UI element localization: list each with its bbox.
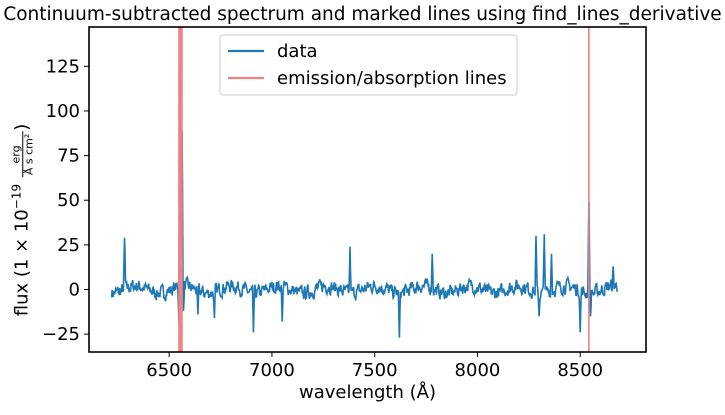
x-tick-label: 8000 (455, 360, 501, 381)
y-tick-label: −25 (42, 324, 80, 345)
y-tick-label: 125 (46, 56, 80, 77)
x-axis-label: wavelength (Å) (299, 382, 436, 403)
legend-label-1: emission/absorption lines (277, 68, 507, 89)
legend-box (219, 34, 518, 96)
y-tick-label: 100 (46, 101, 80, 122)
y-axis-label: flux (1 × 10−19 erg Å s cm²) (8, 123, 35, 317)
x-tick-label: 6500 (146, 360, 192, 381)
plot-frame (88, 26, 647, 353)
chart-title: Continuum-subtracted spectrum and marked… (3, 4, 722, 25)
legend-label-0: data (277, 41, 318, 62)
data-series-line (110, 64, 618, 338)
y-tick-label: 0 (69, 280, 80, 301)
x-tick-label: 7000 (249, 360, 295, 381)
x-tick-label: 8500 (557, 360, 603, 381)
y-tick-label: 75 (57, 146, 80, 167)
x-tick-label: 7500 (352, 360, 398, 381)
y-tick-label: 50 (57, 190, 80, 211)
y-tick-label: 25 (57, 235, 80, 256)
